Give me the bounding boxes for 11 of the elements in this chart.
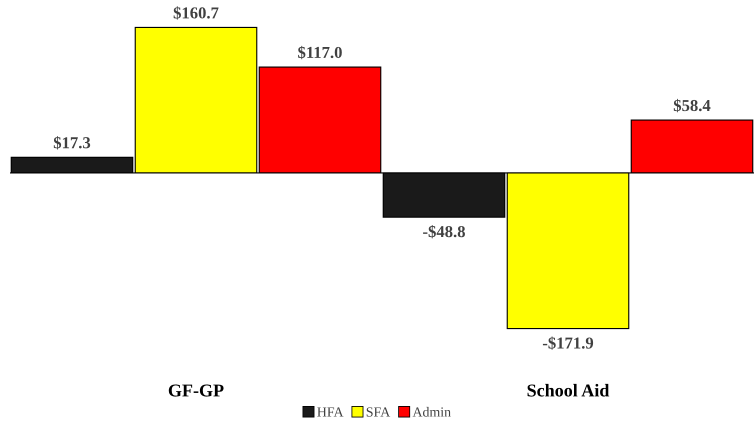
x-tick-label: GF-GP [168,384,224,397]
data-label: $17.3 [54,136,90,150]
data-label: -$171.9 [542,336,594,350]
data-label: $160.7 [174,6,219,20]
legend-label: SFA [366,407,390,417]
data-label: $58.4 [674,98,710,112]
data-label: $117.0 [298,46,342,60]
legend-label: HFA [317,407,344,417]
data-label: -$48.8 [423,224,465,238]
legend-label: Admin [412,406,451,417]
x-tick-label: School Aid [528,384,610,397]
